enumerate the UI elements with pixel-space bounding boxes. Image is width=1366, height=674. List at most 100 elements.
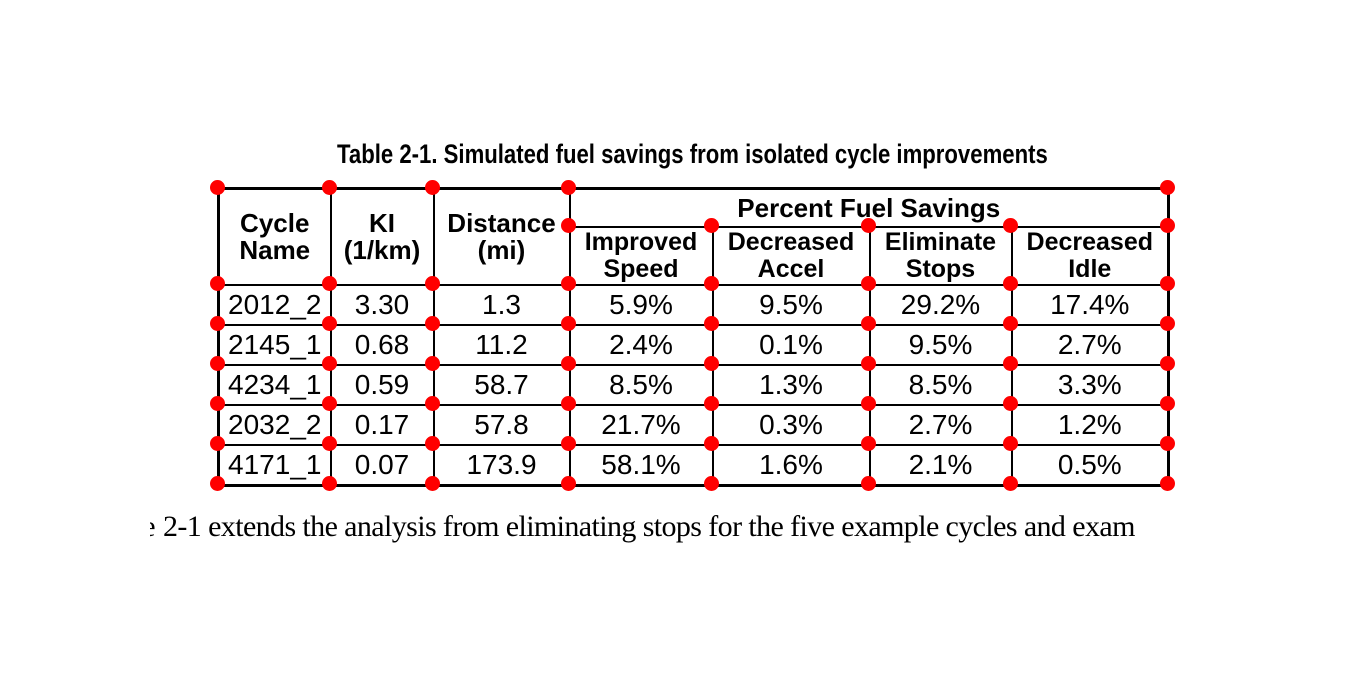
cell-distance: 58.7	[432, 364, 571, 406]
col-header-ki: KI (1/km)	[329, 187, 435, 286]
cell-improved-speed: 5.9%	[568, 284, 714, 326]
vertex-handle-dot[interactable]	[860, 315, 876, 331]
cell-cycle-name: 4171_1	[217, 444, 332, 487]
vertex-handle-dot[interactable]	[560, 217, 576, 233]
body-sentence: 2-1 extends the analysis from eliminatin…	[163, 510, 1135, 543]
cell-ki: 0.59	[329, 364, 435, 406]
cell-eliminate-stops: 9.5%	[868, 324, 1013, 366]
vertex-handle-dot[interactable]	[860, 475, 876, 491]
vertex-handle-dot[interactable]	[703, 355, 719, 371]
table-row: 2012_2 3.30 1.3 5.9% 9.5% 29.2% 17.4%	[217, 284, 1170, 326]
cell-decreased-idle: 0.5%	[1010, 444, 1170, 487]
vertex-handle-dot[interactable]	[209, 179, 225, 195]
vertex-handle-dot[interactable]	[1159, 435, 1175, 451]
cell-decreased-idle: 3.3%	[1010, 364, 1170, 406]
vertex-handle-dot[interactable]	[209, 315, 225, 331]
vertex-handle-dot[interactable]	[209, 475, 225, 491]
vertex-handle-dot[interactable]	[321, 395, 337, 411]
cell-ki: 0.68	[329, 324, 435, 366]
table-row: 2032_2 0.17 57.8 21.7% 0.3% 2.7% 1.2%	[217, 404, 1170, 446]
vertex-handle-dot[interactable]	[321, 275, 337, 291]
cell-ki: 0.17	[329, 404, 435, 446]
vertex-handle-dot[interactable]	[560, 395, 576, 411]
fuel-savings-table: Cycle Name KI (1/km) Distance (mi) Perce…	[217, 187, 1171, 487]
cell-decreased-idle: 1.2%	[1010, 404, 1170, 446]
cell-decreased-accel: 1.6%	[711, 444, 871, 487]
table-row: 4171_1 0.07 173.9 58.1% 1.6% 2.1% 0.5%	[217, 444, 1170, 487]
vertex-handle-dot[interactable]	[860, 355, 876, 371]
vertex-handle-dot[interactable]	[1002, 475, 1018, 491]
vertex-handle-dot[interactable]	[1159, 275, 1175, 291]
vertex-handle-dot[interactable]	[321, 179, 337, 195]
vertex-handle-dot[interactable]	[424, 275, 440, 291]
vertex-handle-dot[interactable]	[560, 475, 576, 491]
vertex-handle-dot[interactable]	[560, 315, 576, 331]
cell-distance: 11.2	[432, 324, 571, 366]
vertex-handle-dot[interactable]	[1002, 217, 1018, 233]
vertex-handle-dot[interactable]	[560, 179, 576, 195]
vertex-handle-dot[interactable]	[424, 179, 440, 195]
cell-cycle-name: 2145_1	[217, 324, 332, 366]
vertex-handle-dot[interactable]	[209, 395, 225, 411]
col-header-distance: Distance (mi)	[432, 187, 571, 286]
cell-cycle-name: 4234_1	[217, 364, 332, 406]
vertex-handle-dot[interactable]	[424, 475, 440, 491]
vertex-handle-dot[interactable]	[424, 435, 440, 451]
vertex-handle-dot[interactable]	[1002, 435, 1018, 451]
vertex-handle-dot[interactable]	[209, 275, 225, 291]
vertex-handle-dot[interactable]	[560, 435, 576, 451]
vertex-handle-dot[interactable]	[1159, 315, 1175, 331]
cell-cycle-name: 2032_2	[217, 404, 332, 446]
cell-distance: 57.8	[432, 404, 571, 446]
vertex-handle-dot[interactable]	[424, 395, 440, 411]
vertex-handle-dot[interactable]	[860, 435, 876, 451]
vertex-handle-dot[interactable]	[1159, 355, 1175, 371]
vertex-handle-dot[interactable]	[1159, 179, 1175, 195]
vertex-handle-dot[interactable]	[1159, 395, 1175, 411]
vertex-handle-dot[interactable]	[321, 435, 337, 451]
cell-distance: 1.3	[432, 284, 571, 326]
vertex-handle-dot[interactable]	[703, 275, 719, 291]
cell-decreased-idle: 17.4%	[1010, 284, 1170, 326]
vertex-handle-dot[interactable]	[1002, 315, 1018, 331]
cell-ki: 0.07	[329, 444, 435, 487]
vertex-handle-dot[interactable]	[1159, 217, 1175, 233]
cell-improved-speed: 21.7%	[568, 404, 714, 446]
vertex-handle-dot[interactable]	[1159, 475, 1175, 491]
table-row: 4234_1 0.59 58.7 8.5% 1.3% 8.5% 3.3%	[217, 364, 1170, 406]
cell-cycle-name: 2012_2	[217, 284, 332, 326]
cell-eliminate-stops: 2.1%	[868, 444, 1013, 487]
vertex-handle-dot[interactable]	[860, 217, 876, 233]
cell-eliminate-stops: 2.7%	[868, 404, 1013, 446]
clipped-character: e	[150, 508, 155, 546]
vertex-handle-dot[interactable]	[860, 275, 876, 291]
vertex-handle-dot[interactable]	[703, 315, 719, 331]
vertex-handle-dot[interactable]	[860, 395, 876, 411]
vertex-handle-dot[interactable]	[1002, 395, 1018, 411]
vertex-handle-dot[interactable]	[321, 475, 337, 491]
vertex-handle-dot[interactable]	[424, 355, 440, 371]
table-caption-text: Table 2-1. Simulated fuel savings from i…	[336, 139, 1048, 169]
vertex-handle-dot[interactable]	[560, 355, 576, 371]
vertex-handle-dot[interactable]	[703, 395, 719, 411]
vertex-handle-dot[interactable]	[703, 475, 719, 491]
header-row-group: Cycle Name KI (1/km) Distance (mi) Perce…	[217, 187, 1170, 286]
table-row: 2145_1 0.68 11.2 2.4% 0.1% 9.5% 2.7%	[217, 324, 1170, 366]
cell-ki: 3.30	[329, 284, 435, 326]
header-row-sub: Improved Speed Decreased Accel Eliminate…	[219, 226, 1170, 286]
vertex-handle-dot[interactable]	[1002, 275, 1018, 291]
cell-decreased-accel: 0.3%	[711, 404, 871, 446]
vertex-handle-dot[interactable]	[703, 435, 719, 451]
vertex-handle-dot[interactable]	[209, 435, 225, 451]
vertex-handle-dot[interactable]	[703, 217, 719, 233]
vertex-handle-dot[interactable]	[321, 355, 337, 371]
col-header-improved-speed: Improved Speed	[568, 226, 714, 286]
vertex-handle-dot[interactable]	[1002, 355, 1018, 371]
cell-decreased-accel: 0.1%	[711, 324, 871, 366]
vertex-handle-dot[interactable]	[321, 315, 337, 331]
cell-decreased-accel: 1.3%	[711, 364, 871, 406]
vertex-handle-dot[interactable]	[560, 275, 576, 291]
vertex-handle-dot[interactable]	[424, 315, 440, 331]
vertex-handle-dot[interactable]	[209, 355, 225, 371]
